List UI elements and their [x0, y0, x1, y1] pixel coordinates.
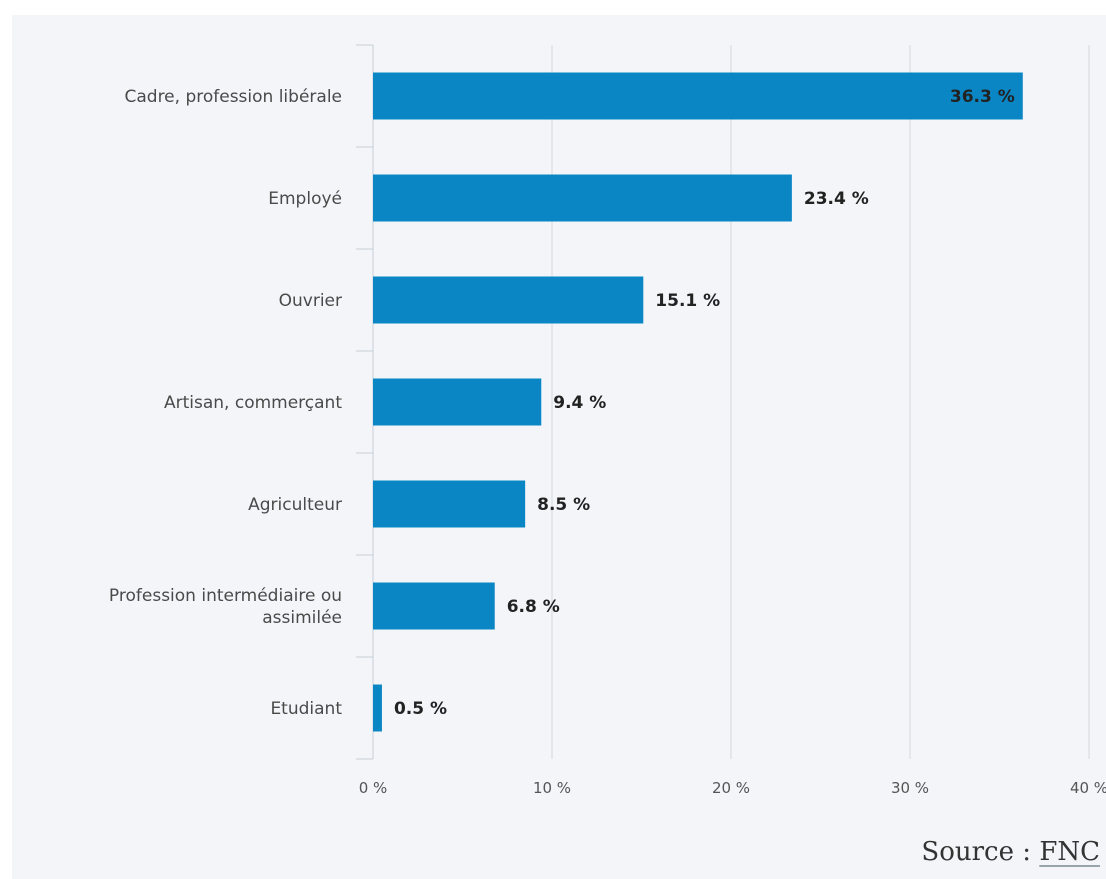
chart-panel: 0 % 10 % 20 % 30 % 40 % 36.3 % Cadre, professi…: [12, 15, 1106, 879]
source-link[interactable]: FNC: [1039, 837, 1100, 867]
x-tick-label: 30 %: [891, 779, 929, 797]
source-label: Source :: [921, 837, 1032, 867]
bar-chart: 0 % 10 % 20 % 30 % 40 % 36.3 % Cadre, professi…: [109, 44, 1106, 797]
category-label: Etudiant: [270, 699, 342, 719]
category-label: Ouvrier: [279, 291, 342, 311]
category-label: assimilée: [262, 608, 342, 628]
value-label: 36.3 %: [950, 87, 1015, 107]
category-label: Profession intermédiaire ou: [109, 586, 342, 606]
value-label: 9.4 %: [553, 393, 606, 413]
source-line: Source : FNC: [921, 837, 1100, 867]
value-label: 15.1 %: [655, 291, 720, 311]
x-tick-label: 40 %: [1070, 779, 1106, 797]
category-label: Agriculteur: [248, 495, 342, 515]
bar: [373, 378, 542, 426]
category-label: Employé: [268, 189, 342, 209]
bar: [373, 480, 526, 528]
value-label: 23.4 %: [804, 189, 869, 209]
x-tick-label: 0 %: [359, 779, 388, 797]
bar: [373, 72, 1023, 120]
value-label: 8.5 %: [537, 495, 590, 515]
category-label: Artisan, commerçant: [164, 393, 342, 413]
bar: [373, 174, 792, 222]
bar: [373, 276, 644, 324]
bar: [373, 684, 382, 732]
value-label: 0.5 %: [394, 699, 447, 719]
x-tick-label: 20 %: [712, 779, 750, 797]
x-tick-label: 10 %: [533, 779, 571, 797]
category-label: Cadre, profession libérale: [124, 87, 342, 107]
bar: [373, 582, 495, 630]
value-label: 6.8 %: [507, 597, 560, 617]
